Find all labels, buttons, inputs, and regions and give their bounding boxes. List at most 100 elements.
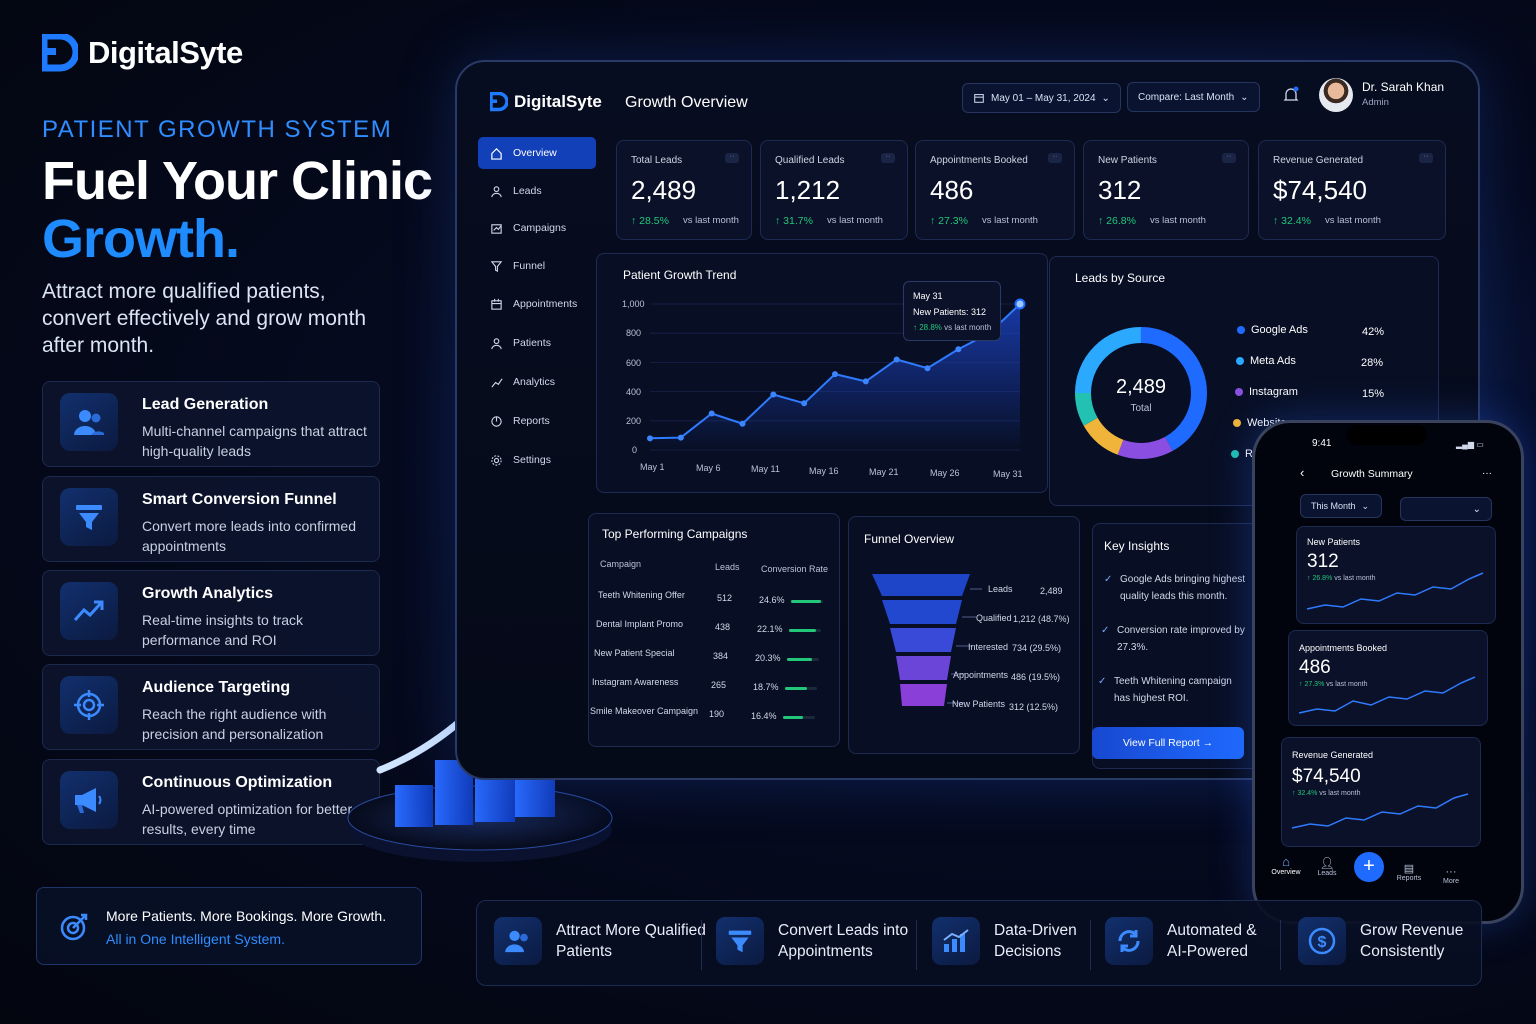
data-point[interactable] (832, 371, 838, 378)
phone-period-select[interactable]: This Month ⌄ (1300, 494, 1382, 518)
more-icon[interactable]: ·· (725, 153, 739, 163)
phone-card-appointments: Appointments Booked 486 ↑ 27.3% vs last … (1288, 630, 1488, 726)
sparkline (1298, 676, 1476, 714)
insight-text: Google Ads bringing highest quality lead… (1120, 574, 1246, 602)
benefit-text: Grow Revenue Consistently (1360, 922, 1464, 960)
panel-title: Top Performing Campaigns (602, 527, 748, 541)
kpi-change: ↑ 27.3% (930, 215, 968, 227)
feature-title: Lead Generation (142, 396, 269, 413)
kpi-label: Appointments Booked (930, 155, 1028, 166)
kpi-card-total-leads: ·· Total Leads 2,489 ↑ 28.5% vs last month (616, 140, 752, 240)
x-tick: May 31 (993, 469, 1023, 479)
tagline-box: More Patients. More Bookings. More Growt… (36, 887, 422, 965)
kpi-change: ↑ 31.7% (775, 215, 813, 227)
kpi-change: ↑ 28.5% (631, 215, 669, 227)
avatar[interactable] (1319, 78, 1353, 112)
phone-tab-leads[interactable]: 👤︎ Leads (1310, 856, 1344, 877)
target-arrow-icon (60, 913, 88, 941)
analytics-icon (491, 377, 503, 387)
chart-tooltip: May 31 New Patients: 312 ↑ 28.8% vs last… (903, 281, 1001, 341)
data-point[interactable] (955, 346, 962, 353)
card-label: New Patients (1307, 537, 1361, 547)
users-icon (60, 393, 118, 451)
home-icon (491, 147, 502, 160)
more-icon[interactable]: ·· (1222, 153, 1236, 163)
more-icon[interactable]: ·· (1048, 153, 1062, 163)
data-point[interactable] (708, 410, 715, 417)
phone-tab-more[interactable]: ··· More (1436, 866, 1466, 885)
nav-appointments[interactable]: Appointments (478, 288, 596, 320)
data-point[interactable] (1014, 298, 1026, 310)
nav-label: Analytics (513, 376, 556, 388)
data-point[interactable] (770, 391, 777, 398)
y-tick: 0 (632, 445, 637, 455)
x-tick: May 1 (640, 462, 665, 472)
card-suffix: vs last month (1319, 790, 1361, 797)
nav-analytics[interactable]: Analytics (478, 366, 596, 398)
campaign-leads: 384 (713, 651, 729, 661)
bell-icon[interactable] (1282, 86, 1300, 104)
nav-leads[interactable]: Leads (478, 175, 596, 207)
campaign-name: Smile Makeover Campaign (590, 706, 699, 716)
feature-title: Continuous Optimization (142, 774, 333, 791)
phone-card-revenue: Revenue Generated $74,540 ↑ 32.4% vs las… (1281, 737, 1481, 847)
y-tick: 800 (626, 328, 641, 338)
more-icon: ··· (1445, 866, 1457, 878)
data-point[interactable] (677, 434, 684, 441)
kpi-change-value: 27.3% (938, 215, 968, 227)
phone-tab-overview[interactable]: ⌂ Overview (1268, 854, 1304, 876)
legend-item: Google Ads (1237, 324, 1308, 336)
back-icon[interactable]: ‹ (1300, 465, 1305, 480)
more-icon[interactable]: ·· (881, 153, 895, 163)
data-point[interactable] (862, 378, 869, 385)
card-value: $74,540 (1292, 766, 1361, 787)
view-full-report-button[interactable]: View Full Report → (1092, 727, 1244, 759)
kpi-value: 2,489 (631, 175, 697, 205)
target-icon (60, 676, 118, 734)
data-point[interactable] (647, 435, 653, 442)
date-range-picker[interactable]: May 01 – May 31, 2024 ⌄ (962, 83, 1121, 113)
nav-reports[interactable]: Reports (478, 405, 596, 437)
campaign-name: Teeth Whitening Offer (598, 590, 685, 600)
kpi-card-new-patients: ·· New Patients 312 ↑ 26.8% vs last month (1083, 140, 1249, 240)
phone-secondary-select[interactable]: ⌄ (1400, 497, 1492, 521)
nav-campaigns[interactable]: Campaigns (478, 212, 596, 244)
card-label: Appointments Booked (1299, 643, 1388, 653)
insight-item: ✓ Teeth Whitening campaign has highest RO… (1098, 673, 1248, 707)
user-icon: 👤︎ (1319, 856, 1335, 870)
nav-label: Appointments (513, 298, 578, 310)
user-name: Dr. Sarah Khan (1362, 80, 1445, 94)
kpi-value: 312 (1098, 175, 1142, 205)
feature-title: Smart Conversion Funnel (142, 491, 337, 508)
kpi-label: Revenue Generated (1273, 155, 1364, 166)
nav-funnel[interactable]: Funnel (478, 250, 596, 282)
more-icon[interactable]: ··· (1482, 468, 1492, 479)
y-tick: 200 (626, 416, 641, 426)
data-point[interactable] (893, 356, 900, 363)
data-point[interactable] (739, 420, 746, 427)
compare-value: Compare: Last Month (1138, 91, 1235, 103)
chevron-down-icon: ⌄ (1361, 500, 1370, 511)
more-icon[interactable]: ·· (1419, 153, 1433, 163)
tooltip-text: New Patients: 312 (913, 307, 987, 317)
nav-settings[interactable]: Settings (478, 444, 596, 476)
hero-title: Fuel Your Clinic Growth. (42, 152, 433, 268)
nav-overview[interactable]: Overview (478, 137, 596, 169)
legend-pct: 15% (1362, 388, 1385, 400)
compare-select[interactable]: Compare: Last Month ⌄ (1127, 82, 1260, 112)
kpi-suffix: vs last month (1325, 215, 1381, 226)
data-point[interactable] (801, 400, 808, 407)
benefit-text: Convert Leads into Appointments (778, 922, 909, 960)
benefit-text: Data-Driven Decisions (994, 922, 1077, 960)
funnel-icon (490, 260, 503, 272)
nav-patients[interactable]: Patients (478, 327, 596, 359)
y-tick: 600 (626, 358, 641, 368)
user-icon (491, 185, 502, 197)
data-point[interactable] (924, 365, 931, 372)
funnel-stage-label: Appointments (953, 670, 1009, 680)
card-suffix: vs last month (1326, 681, 1368, 688)
add-button[interactable]: + (1354, 852, 1384, 882)
trend-chart: 1,000 800 600 400 200 0 May 1 May 6 May … (622, 298, 1026, 479)
phone-tab-reports[interactable]: ▤ Reports (1392, 862, 1426, 882)
funnel-icon (716, 917, 764, 965)
